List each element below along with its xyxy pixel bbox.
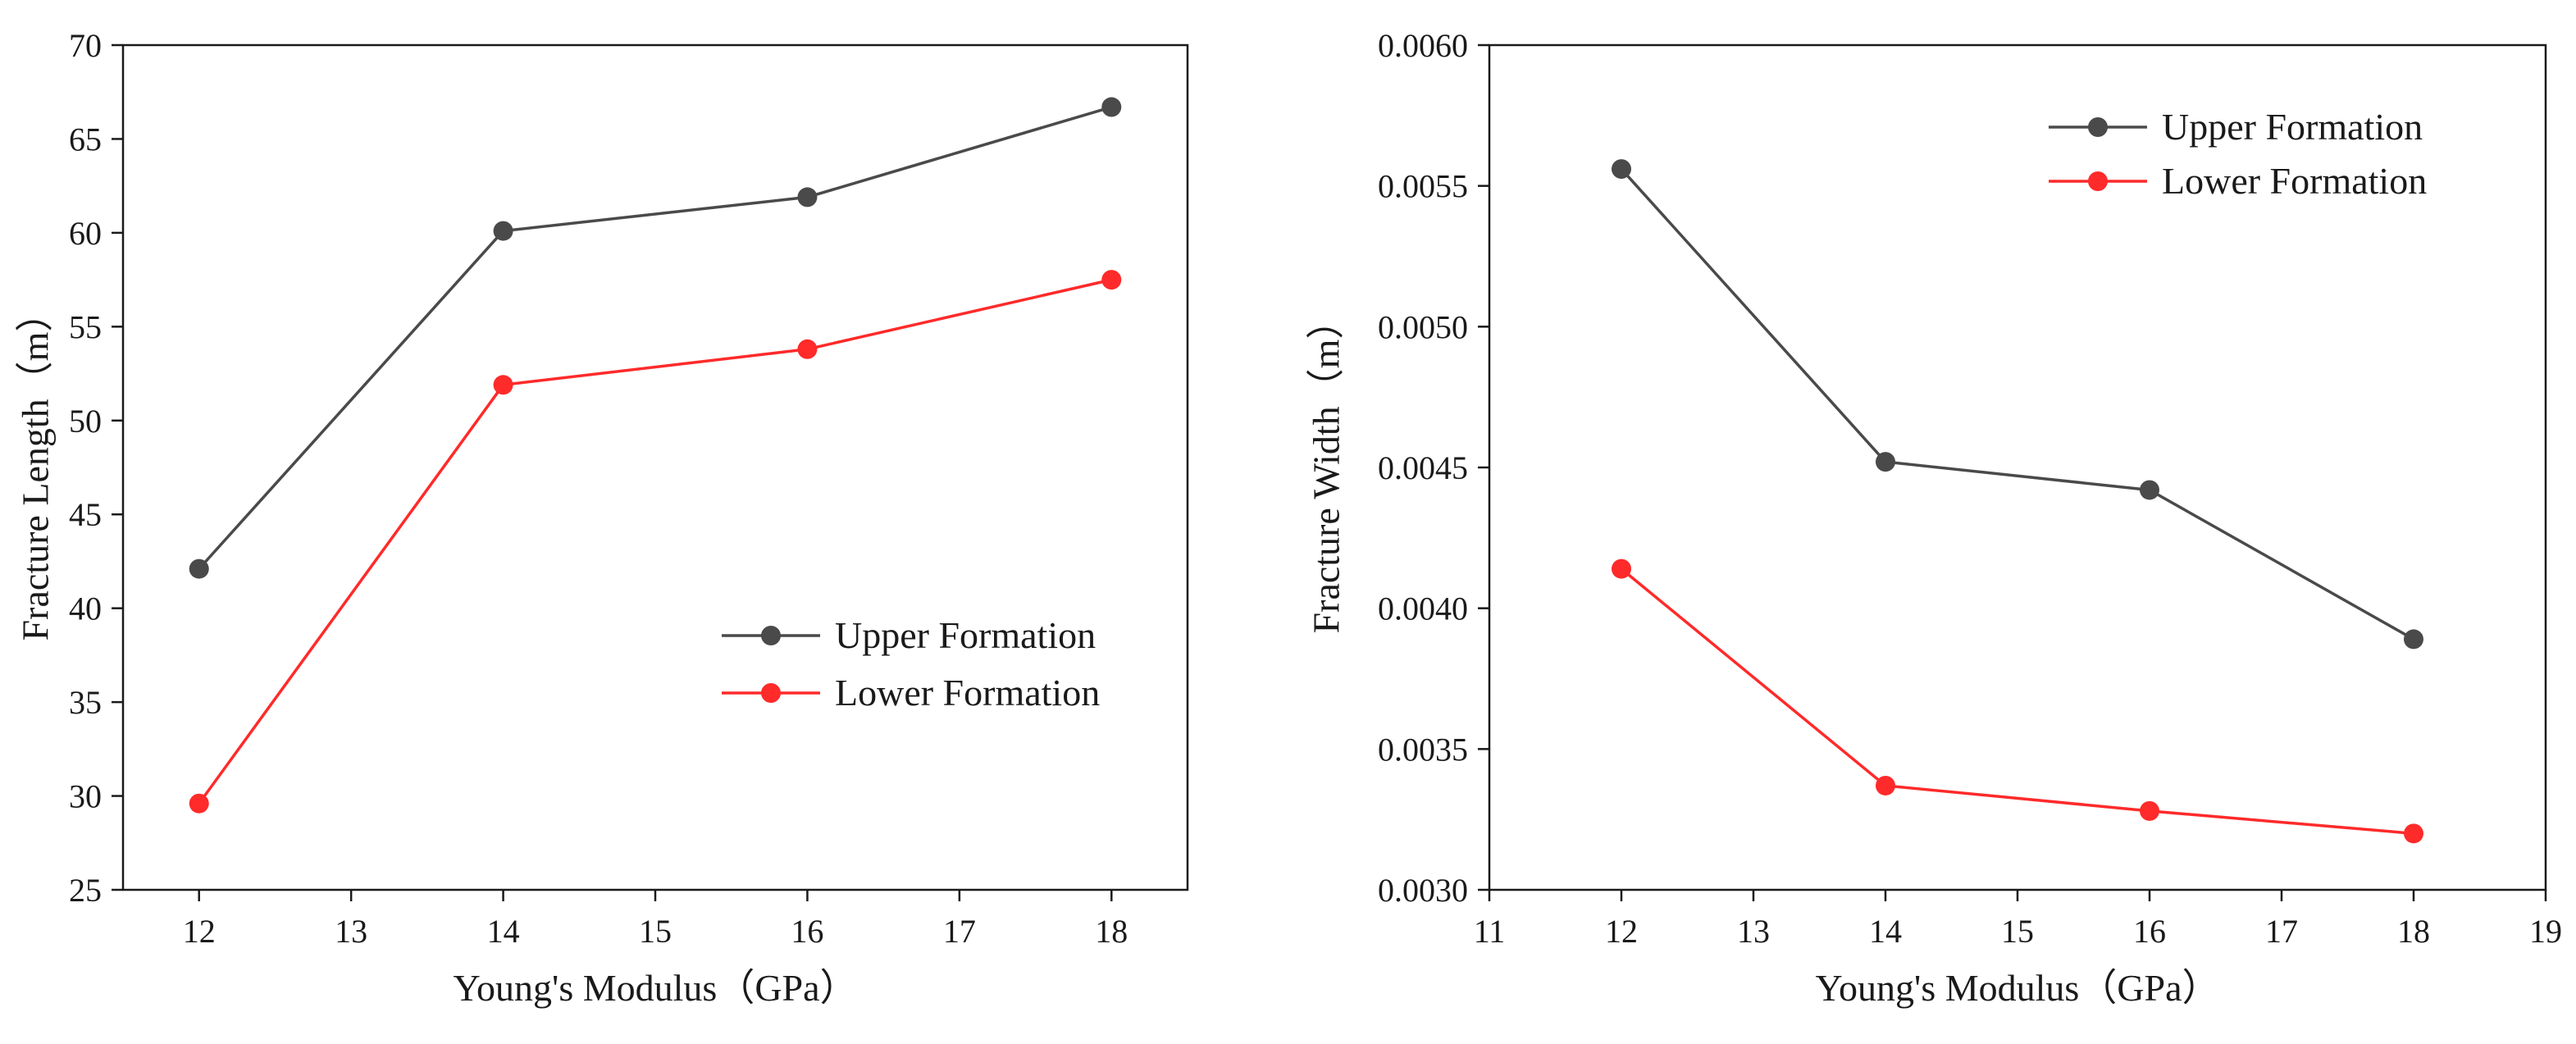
series-line-upper	[1620, 167, 2414, 641]
y-tick-label: 0.0055	[1378, 168, 1468, 205]
y-tick-label: 25	[69, 872, 102, 909]
series-line-upper	[198, 105, 1112, 570]
legend-marker	[2088, 171, 2108, 191]
x-tick-label: 17	[2265, 913, 2298, 950]
data-point-lower	[2404, 823, 2423, 844]
data-point-upper	[1101, 97, 1122, 117]
chart-fracture-length: 12 13 14 15 16 17 18 25 30 35 40 45 50 55 60 65 70 Young'…	[15, 27, 1189, 1009]
y-tick-label: 0.0035	[1378, 731, 1468, 768]
y-tick-label: 65	[69, 121, 102, 157]
legend-label-lower: Lower Formation	[835, 672, 1100, 713]
data-point-upper	[2404, 629, 2423, 650]
x-tick-label: 12	[183, 913, 216, 950]
y-tick-label: 0.0045	[1378, 449, 1468, 486]
data-point-upper	[797, 187, 818, 207]
data-point-lower	[797, 339, 818, 359]
legend-label-upper: Upper Formation	[2162, 106, 2423, 148]
data-point-lower	[1612, 558, 1631, 579]
data-point-upper	[1876, 452, 1895, 472]
y-tick-label: 40	[69, 590, 102, 627]
x-tick-label: 15	[639, 913, 672, 950]
data-point-lower	[1101, 270, 1122, 290]
y-tick-label: 0.0060	[1378, 27, 1468, 64]
legend-marker	[2088, 117, 2108, 137]
x-axis-title: Young's Modulus（GPa）	[453, 967, 857, 1009]
y-axis-title: Fracture Width（m）	[1306, 302, 1347, 634]
legend-label-lower: Lower Formation	[2162, 160, 2427, 202]
x-tick-label: 14	[1869, 913, 1902, 950]
legend-label-upper: Upper Formation	[835, 614, 1096, 656]
x-tick-label: 15	[2001, 913, 2034, 950]
x-tick-label: 14	[487, 913, 520, 950]
x-tick-label: 13	[335, 913, 367, 950]
y-tick-label: 45	[69, 496, 102, 533]
data-point-lower	[493, 375, 513, 395]
x-tick-label: 16	[2133, 913, 2166, 950]
x-tick-label: 12	[1605, 913, 1638, 950]
y-tick-label: 60	[69, 215, 102, 252]
data-point-upper	[189, 558, 209, 579]
x-tick-label: 18	[1095, 913, 1128, 950]
x-tick-label: 11	[1474, 913, 1506, 950]
x-tick-label: 16	[791, 913, 823, 950]
legend-marker	[761, 683, 781, 703]
x-axis-title: Young's Modulus（GPa）	[1815, 967, 2219, 1009]
series-line-lower	[198, 278, 1112, 805]
chart-fracture-width: 11 12 13 14 15 16 17 18 19 0.0030 0.0035 0.0040 0.00…	[1306, 27, 2562, 1009]
data-point-upper	[2140, 480, 2159, 500]
x-tick-label: 19	[2529, 913, 2562, 950]
plot-frame	[121, 43, 1189, 891]
y-tick-label: 0.0040	[1378, 590, 1468, 627]
legend-marker	[761, 626, 781, 645]
y-tick-label: 55	[69, 308, 102, 345]
data-point-lower	[1876, 775, 1895, 796]
y-tick-label: 50	[69, 403, 102, 440]
data-point-upper	[493, 221, 513, 241]
x-tick-label: 17	[943, 913, 976, 950]
y-tick-label: 0.0050	[1378, 308, 1468, 345]
data-point-upper	[1612, 159, 1631, 180]
x-tick-label: 13	[1737, 913, 1770, 950]
y-tick-label: 70	[69, 27, 102, 64]
y-tick-label: 30	[69, 778, 102, 815]
data-point-lower	[189, 793, 209, 814]
y-tick-label: 35	[69, 684, 102, 721]
x-tick-label: 18	[2397, 913, 2430, 950]
series-line-lower	[1620, 568, 2414, 836]
data-point-lower	[2140, 800, 2159, 821]
y-tick-label: 0.0030	[1378, 872, 1468, 909]
y-axis-title: Fracture Length（m）	[15, 294, 57, 641]
